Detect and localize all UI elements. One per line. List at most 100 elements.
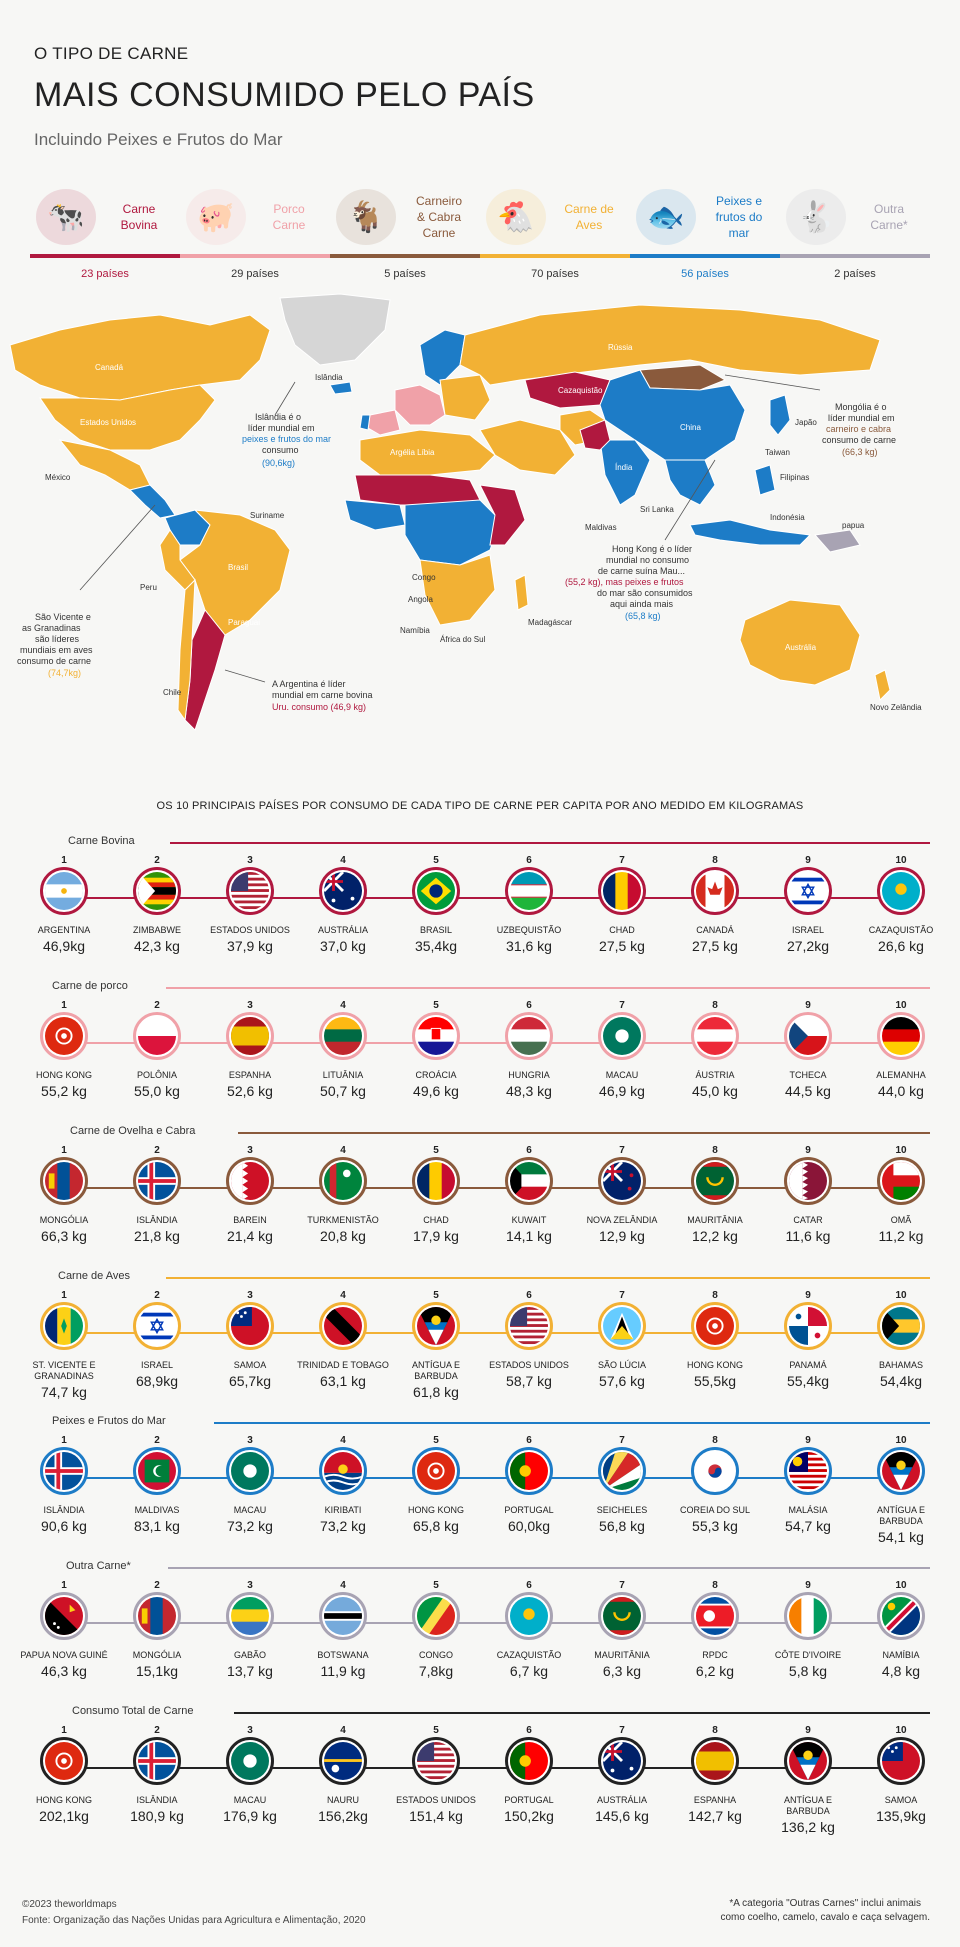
map-usa bbox=[39, 384, 216, 451]
rank-item: 6 KUWAIT 14,1 kg bbox=[483, 1145, 575, 1244]
consumption-value: 21,8 kg bbox=[134, 1228, 180, 1244]
rank-number: 7 bbox=[619, 855, 625, 866]
lithuania-flag-icon bbox=[324, 1017, 362, 1055]
flag-ring bbox=[226, 1302, 274, 1350]
rank-number: 4 bbox=[340, 1725, 346, 1736]
consumption-value: 42,3 kg bbox=[134, 938, 180, 954]
map-new-zealand bbox=[874, 669, 891, 702]
svg-text:líder mundial em: líder mundial em bbox=[828, 413, 895, 423]
country-name: SAMOA bbox=[884, 1795, 918, 1805]
consumption-value: 27,5 kg bbox=[692, 938, 738, 954]
category-label: Porco Carne bbox=[272, 202, 306, 232]
svg-text:carneiro e cabra: carneiro e cabra bbox=[826, 424, 891, 434]
flag-ring bbox=[40, 867, 88, 915]
portugal-flag-icon bbox=[510, 1452, 548, 1490]
consumption-value: 37,0 kg bbox=[320, 938, 366, 954]
rank-item: 6 HUNGRIA 48,3 kg bbox=[483, 1000, 575, 1099]
callout-iceland: Islândia é o líder mundial em peixes e f… bbox=[242, 381, 331, 468]
category-bar bbox=[330, 254, 480, 258]
country-name: CATAR bbox=[793, 1215, 823, 1225]
category-count: 5 países bbox=[384, 268, 426, 280]
flag-ring bbox=[598, 1302, 646, 1350]
rank-number: 2 bbox=[154, 1580, 160, 1591]
rank-item: 5 CONGO 7,8kg bbox=[390, 1580, 482, 1679]
rank-item: 9 PANAMÁ 55,4kg bbox=[762, 1290, 854, 1389]
country-name: KIRIBATI bbox=[324, 1505, 362, 1515]
rank-number: 5 bbox=[433, 1145, 439, 1156]
congo-flag-icon bbox=[417, 1597, 455, 1635]
rank-number: 3 bbox=[247, 1000, 253, 1011]
flag-ring bbox=[784, 1302, 832, 1350]
consumption-value: 6,7 kg bbox=[509, 1663, 549, 1679]
country-name: OMÃ bbox=[890, 1215, 912, 1225]
flag-ring bbox=[598, 1447, 646, 1495]
country-name: CONGO bbox=[418, 1650, 453, 1660]
rank-item: 9 CÔTE D'IVOIRE 5,8 kg bbox=[762, 1580, 854, 1679]
flag-ring bbox=[412, 867, 460, 915]
rank-item: 7 MACAU 46,9 kg bbox=[576, 1000, 668, 1099]
cow-icon: 🐄 bbox=[36, 189, 96, 245]
section-3: Carne de Aves 1 ST. VICENTE E GRANADINAS 74… bbox=[0, 1270, 960, 1410]
map-india bbox=[599, 439, 651, 506]
stlucia-flag-icon bbox=[603, 1307, 641, 1345]
zimbabwe-flag-icon bbox=[138, 872, 176, 910]
country-name: NOVA ZELÂNDIA bbox=[586, 1215, 658, 1225]
rank-item: 4 BOTSWANA 11,9 kg bbox=[297, 1580, 389, 1679]
svg-text:mundiais em aves: mundiais em aves bbox=[20, 645, 93, 655]
flag-ring bbox=[505, 1737, 553, 1785]
rank-item: 9 MALÁSIA 54,7 kg bbox=[762, 1435, 854, 1534]
consumption-value: 55,4kg bbox=[786, 1373, 830, 1389]
consumption-value: 4,8 kg bbox=[881, 1663, 921, 1679]
map-label-nz: Novo Zelândia bbox=[870, 703, 922, 712]
flag-ring bbox=[40, 1012, 88, 1060]
rank-number: 3 bbox=[247, 1290, 253, 1301]
section-track bbox=[60, 1622, 910, 1624]
rank-number: 5 bbox=[433, 1725, 439, 1736]
country-name: MALÁSIA bbox=[788, 1505, 828, 1515]
rank-number: 9 bbox=[805, 855, 811, 866]
flag-ring bbox=[598, 1012, 646, 1060]
map-east-africa bbox=[479, 484, 526, 546]
svg-text:Hong Kong é o líder: Hong Kong é o líder bbox=[612, 544, 692, 554]
map-label-madagascar: Madagáscar bbox=[528, 618, 572, 627]
nauru-flag-icon bbox=[324, 1742, 362, 1780]
country-name: ESTADOS UNIDOS bbox=[489, 1360, 569, 1370]
svg-text:(55,2 kg), mas peixes e frutos: (55,2 kg), mas peixes e frutos bbox=[565, 577, 684, 587]
consumption-value: 11,2 kg bbox=[878, 1228, 924, 1244]
map-chile bbox=[177, 578, 196, 722]
category-box: 🐟 Peixes e frutos do mar bbox=[630, 180, 780, 254]
section-underline bbox=[234, 1712, 930, 1714]
svg-text:Islândia é o: Islândia é o bbox=[255, 412, 301, 422]
rank-item: 8 CANADÁ 27,5 kg bbox=[669, 855, 761, 954]
consumption-value: 6,2 kg bbox=[695, 1663, 735, 1679]
country-name: ST. VICENTE E GRANADINAS bbox=[32, 1360, 96, 1381]
svg-text:(66,3 kg): (66,3 kg) bbox=[842, 447, 878, 457]
map-label-congo: Congo bbox=[412, 573, 436, 582]
section-title: Carne de Ovelha e Cabra bbox=[70, 1125, 196, 1137]
flag-ring bbox=[133, 1302, 181, 1350]
consumption-value: 55,2 kg bbox=[41, 1083, 87, 1099]
consumption-value: 27,2kg bbox=[786, 938, 830, 954]
svg-text:(65,8 kg): (65,8 kg) bbox=[625, 611, 661, 621]
country-name: ALEMANHA bbox=[876, 1070, 926, 1080]
map-central-america bbox=[129, 484, 176, 519]
rank-number: 6 bbox=[526, 1580, 532, 1591]
section-title: Carne de Aves bbox=[58, 1270, 130, 1282]
map-southeast-asia bbox=[664, 459, 716, 506]
section-track bbox=[60, 897, 910, 899]
country-name: POLÔNIA bbox=[136, 1070, 177, 1080]
country-name: MAURITÂNIA bbox=[594, 1650, 650, 1660]
country-name: MONGÓLIA bbox=[39, 1215, 89, 1225]
map-label-india: Índia bbox=[615, 463, 633, 472]
rank-number: 7 bbox=[619, 1580, 625, 1591]
hongkong-flag-icon bbox=[417, 1452, 455, 1490]
page-title: MAIS CONSUMIDO PELO PAÍS bbox=[34, 76, 535, 114]
rank-number: 8 bbox=[712, 855, 718, 866]
rank-item: 5 CROÁCIA 49,6 kg bbox=[390, 1000, 482, 1099]
map-label-japan: Japão bbox=[795, 418, 817, 427]
svg-text:aqui ainda mais: aqui ainda mais bbox=[610, 599, 674, 609]
rank-number: 7 bbox=[619, 1000, 625, 1011]
rank-number: 5 bbox=[433, 1435, 439, 1446]
rank-number: 4 bbox=[340, 1145, 346, 1156]
flag-ring bbox=[319, 867, 367, 915]
